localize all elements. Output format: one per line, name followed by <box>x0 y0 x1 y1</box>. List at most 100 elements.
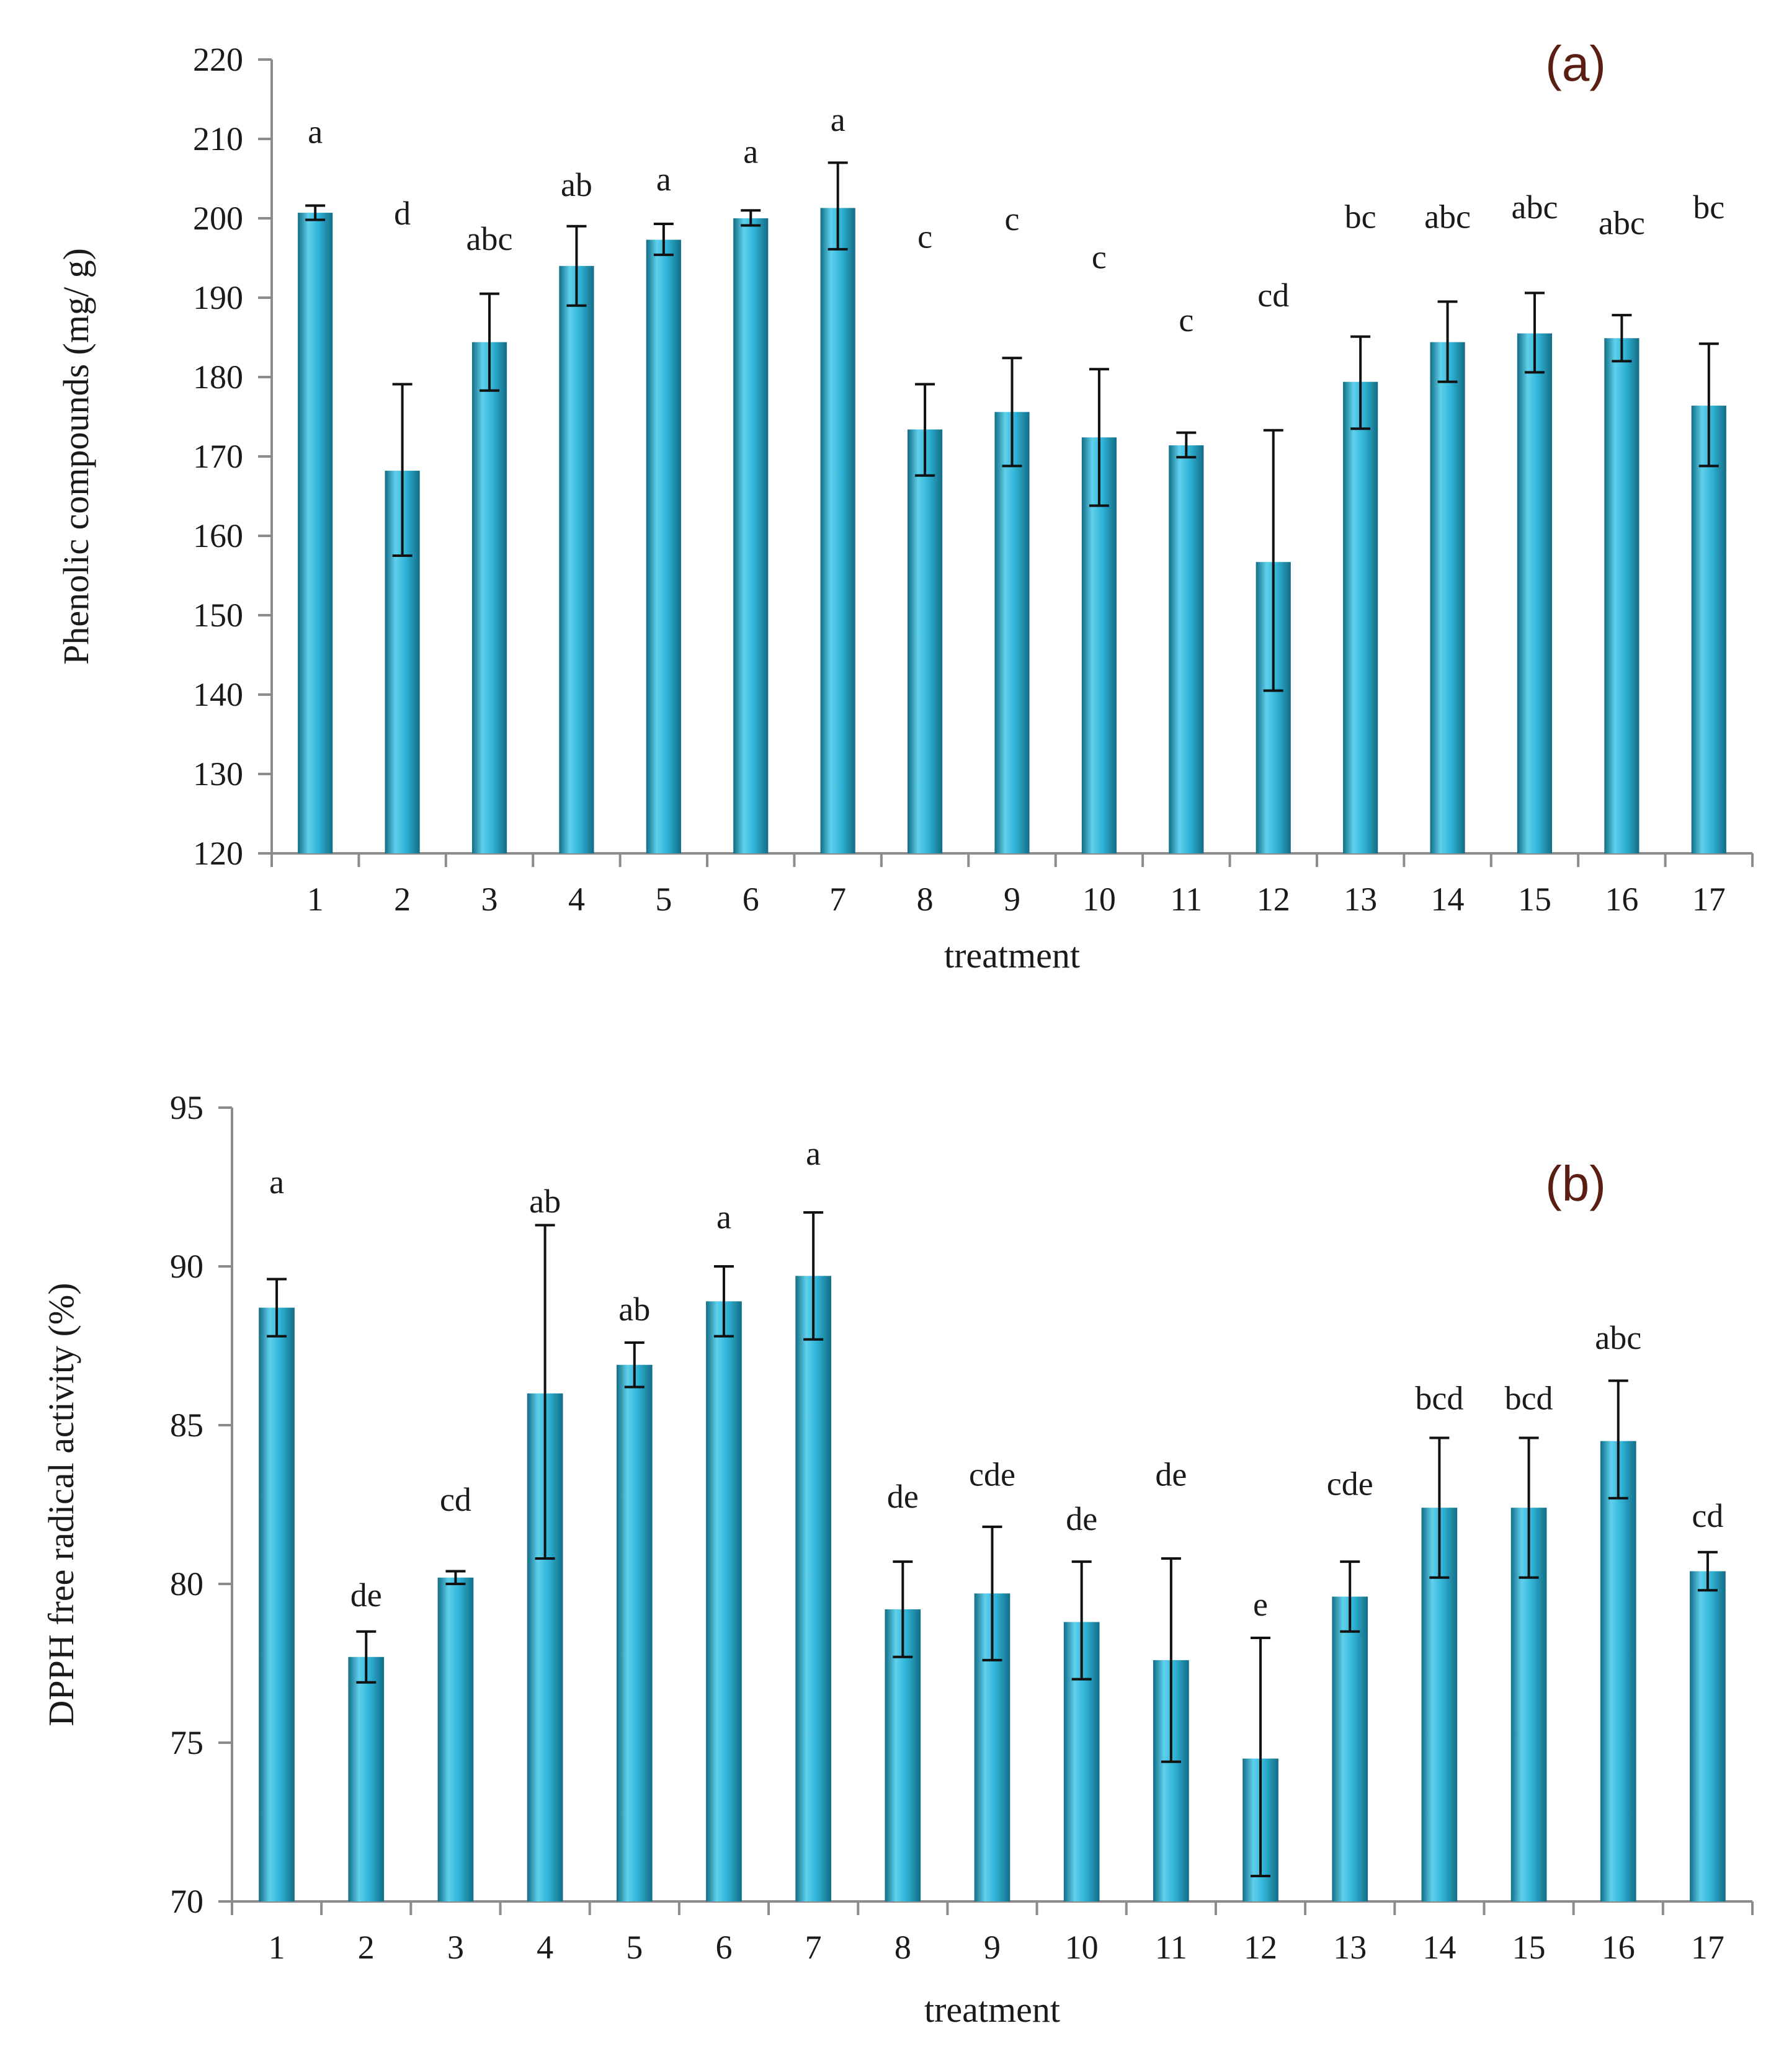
significance-label: abc <box>1424 198 1471 235</box>
significance-label: a <box>806 1135 821 1172</box>
x-tick-label: 17 <box>1691 1929 1724 1966</box>
x-tick-label: 5 <box>626 1929 643 1966</box>
significance-label: c <box>917 218 932 255</box>
x-tick-label: 7 <box>829 881 846 918</box>
significance-label: bcd <box>1415 1379 1463 1416</box>
y-tick-label: 140 <box>193 676 243 713</box>
y-tick-label: 210 <box>193 120 243 158</box>
significance-label: cde <box>1327 1465 1373 1503</box>
y-tick-label: 85 <box>170 1407 203 1444</box>
bar-b-7 <box>795 1276 831 1901</box>
y-tick-label: 95 <box>170 1089 203 1126</box>
bar-b-6 <box>706 1301 742 1901</box>
x-tick-label: 3 <box>481 881 498 918</box>
x-tick-label: 6 <box>715 1929 732 1966</box>
x-tick-label: 17 <box>1692 881 1726 918</box>
y-tick-label: 190 <box>193 279 243 316</box>
significance-label: abc <box>1595 1319 1641 1356</box>
x-axis-title: treatment <box>944 935 1080 976</box>
bar-a-1 <box>298 213 333 853</box>
significance-label: abc <box>466 220 513 257</box>
bar-b-5 <box>616 1364 653 1901</box>
significance-label: d <box>394 195 411 232</box>
x-tick-label: 13 <box>1333 1929 1367 1966</box>
bar-b-17 <box>1690 1571 1726 1901</box>
y-tick-label: 170 <box>193 438 243 475</box>
bar-b-16 <box>1600 1441 1636 1901</box>
significance-label: c <box>1005 200 1020 238</box>
x-tick-label: 3 <box>447 1929 464 1966</box>
bar-a-13 <box>1343 381 1378 853</box>
x-tick-label: 7 <box>805 1929 822 1966</box>
chart-panel-a: 120130140150160170180190200210220a1d2abc… <box>56 36 1754 976</box>
significance-label: a <box>831 101 845 138</box>
significance-label: c <box>1092 239 1107 276</box>
significance-label: de <box>887 1478 919 1515</box>
x-tick-label: 14 <box>1431 881 1465 918</box>
x-tick-label: 6 <box>743 881 759 918</box>
x-tick-label: 15 <box>1512 1929 1546 1966</box>
bar-a-17 <box>1691 406 1726 853</box>
significance-label: abc <box>1599 205 1645 242</box>
x-tick-label: 12 <box>1244 1929 1277 1966</box>
x-tick-label: 9 <box>984 1929 1001 1966</box>
significance-label: e <box>1253 1586 1268 1623</box>
y-tick-label: 90 <box>170 1248 203 1285</box>
x-tick-label: 2 <box>358 1929 375 1966</box>
significance-label: cd <box>440 1481 471 1518</box>
x-tick-label: 8 <box>894 1929 911 1966</box>
significance-label: abc <box>1512 189 1558 226</box>
significance-label: cd <box>1257 277 1289 314</box>
x-tick-label: 1 <box>269 1929 285 1966</box>
x-tick-label: 8 <box>917 881 934 918</box>
bar-a-14 <box>1430 342 1465 853</box>
bar-a-4 <box>559 265 594 853</box>
significance-label: ab <box>529 1183 561 1220</box>
significance-label: a <box>716 1199 731 1236</box>
significance-label: a <box>269 1163 284 1201</box>
chart-panel-b: 707580859095a1de2cd3ab4ab5a6a7de8cde9de1… <box>41 1089 1754 2030</box>
x-tick-label: 14 <box>1422 1929 1456 1966</box>
bar-a-9 <box>994 412 1030 853</box>
significance-label: ab <box>618 1291 650 1328</box>
y-axis-title: DPPH free radical activity (%) <box>41 1283 81 1726</box>
y-tick-label: 180 <box>193 358 243 396</box>
bar-b-2 <box>348 1656 385 1901</box>
bar-a-3 <box>471 342 507 853</box>
x-tick-label: 1 <box>307 881 324 918</box>
significance-label: bcd <box>1505 1379 1553 1416</box>
y-tick-label: 130 <box>193 755 243 793</box>
bar-a-16 <box>1604 338 1640 853</box>
x-tick-label: 9 <box>1004 881 1020 918</box>
bar-a-15 <box>1517 333 1553 853</box>
significance-label: bc <box>1693 189 1724 226</box>
x-tick-label: 11 <box>1155 1929 1187 1966</box>
significance-label: ab <box>561 166 592 203</box>
x-tick-label: 11 <box>1170 881 1202 918</box>
significance-label: bc <box>1345 198 1376 235</box>
significance-label: de <box>1066 1500 1097 1537</box>
x-tick-label: 13 <box>1344 881 1377 918</box>
x-tick-label: 16 <box>1605 881 1638 918</box>
y-axis-title: Phenolic compounds (mg/ g) <box>56 248 96 665</box>
x-tick-label: 15 <box>1518 881 1551 918</box>
panel-label: (b) <box>1545 1156 1606 1211</box>
significance-label: a <box>656 161 671 198</box>
y-tick-label: 120 <box>193 835 243 872</box>
y-tick-label: 220 <box>193 41 243 78</box>
bar-a-11 <box>1169 445 1204 853</box>
y-tick-label: 80 <box>170 1565 203 1603</box>
x-tick-label: 5 <box>655 881 672 918</box>
panel-label: (a) <box>1545 36 1606 91</box>
significance-label: de <box>350 1576 382 1614</box>
significance-label: cde <box>969 1456 1015 1493</box>
bar-b-3 <box>437 1577 474 1901</box>
x-tick-label: 10 <box>1082 881 1116 918</box>
y-tick-label: 200 <box>193 200 243 237</box>
significance-label: a <box>308 113 323 150</box>
y-tick-label: 160 <box>193 517 243 554</box>
bar-b-1 <box>259 1307 295 1901</box>
bar-a-8 <box>908 429 943 853</box>
